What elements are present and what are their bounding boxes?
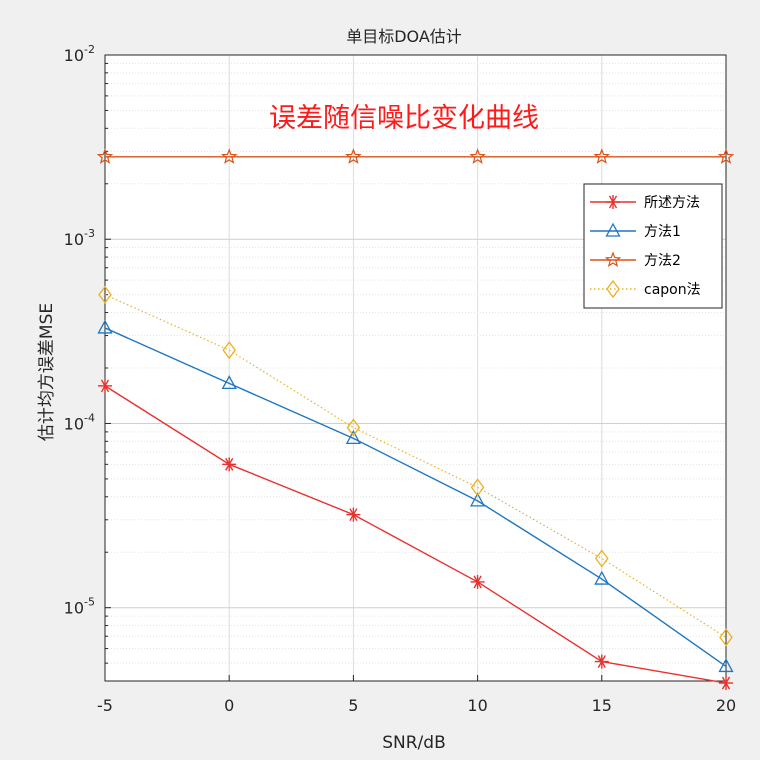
y-tick-label: 10-2 (64, 43, 95, 65)
y-tick-label: 10-4 (64, 411, 95, 433)
chart-title: 单目标DOA估计 (346, 27, 462, 46)
asterisk-marker (719, 676, 733, 691)
legend-label: 方法2 (644, 253, 681, 269)
pentagram-marker (717, 148, 735, 164)
pentagram-marker (220, 148, 238, 164)
axis-ticks: -5 0 5 10 15 20 10-2 10-3 10-4 10-5 (64, 43, 737, 715)
legend-label: 所述方法 (644, 195, 700, 211)
triangle-marker (605, 222, 621, 237)
diamond-marker (222, 341, 237, 360)
series-4 (98, 285, 733, 647)
diamond-marker (346, 418, 361, 437)
series-line (104, 327, 727, 667)
triangle-marker (345, 430, 361, 445)
legend-box (583, 183, 723, 309)
x-tick-label: 20 (716, 696, 736, 715)
pentagram-marker (604, 251, 622, 268)
diamond-marker (98, 285, 112, 304)
x-axis-label: SNR/dB (382, 733, 446, 753)
asterisk-marker (606, 195, 620, 209)
series-line (104, 385, 727, 684)
triangle-marker (718, 658, 734, 673)
x-tick-label: 10 (467, 696, 487, 715)
pentagram-marker (469, 148, 486, 164)
diamond-marker (719, 628, 733, 647)
diamond-marker (594, 549, 609, 568)
pentagram-marker (96, 148, 114, 164)
asterisk-marker (594, 654, 609, 669)
series-line (104, 294, 727, 638)
pentagram-marker (593, 148, 611, 164)
legend-label: capon法 (644, 282, 701, 298)
series-3 (96, 148, 735, 164)
series-2 (97, 319, 734, 673)
x-tick-label: 5 (348, 696, 358, 715)
legend-label: 方法1 (644, 224, 681, 240)
asterisk-marker (98, 378, 112, 393)
x-tick-label: 0 (224, 696, 234, 715)
x-tick-label: -5 (97, 696, 113, 715)
x-tick-label: 15 (592, 696, 612, 715)
asterisk-marker (470, 574, 485, 589)
plot-area (105, 55, 726, 681)
series-1 (98, 378, 733, 691)
diamond-marker (606, 279, 620, 299)
asterisk-marker (222, 457, 237, 472)
asterisk-marker (346, 507, 361, 522)
triangle-marker (221, 375, 237, 390)
chart-annotation: 误差随信噪比变化曲线 (269, 103, 539, 134)
triangle-marker (470, 492, 486, 507)
triangle-marker (97, 319, 113, 334)
y-tick-label: 10-3 (64, 227, 95, 249)
y-tick-label: 10-5 (64, 596, 95, 618)
pentagram-marker (345, 148, 362, 164)
series-layer (96, 148, 735, 691)
diamond-marker (470, 478, 485, 497)
y-axis-label: 估计均方误差MSE (37, 303, 57, 441)
triangle-marker (594, 570, 610, 585)
